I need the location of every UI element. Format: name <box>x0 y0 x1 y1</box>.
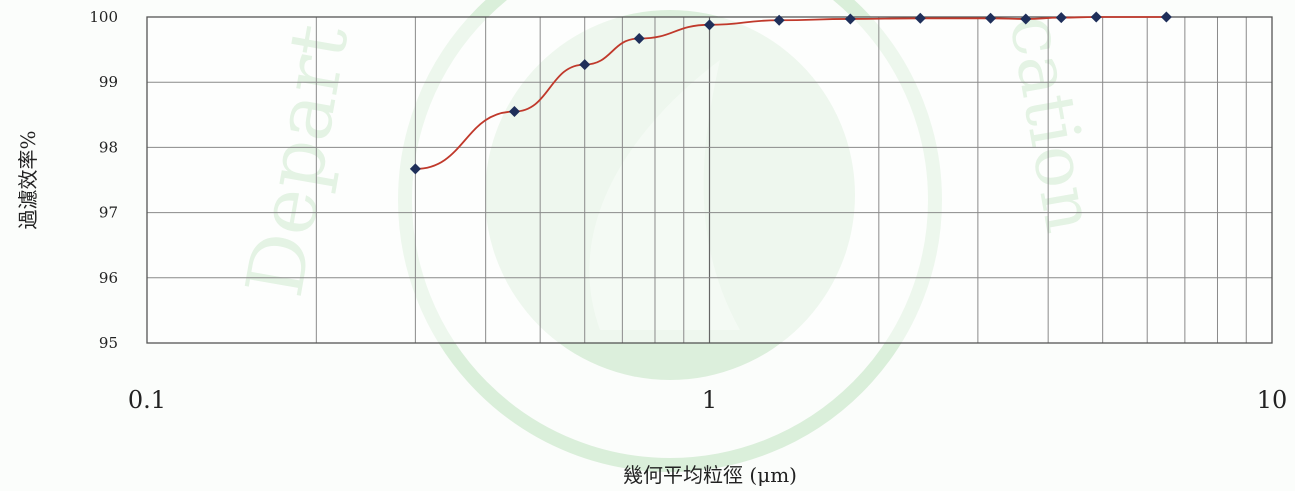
data-point <box>1090 11 1102 23</box>
y-tick-label: 96 <box>99 269 118 287</box>
y-tick-label: 99 <box>99 73 118 91</box>
y-tick-label: 100 <box>89 8 118 26</box>
x-tick-label: 1 <box>702 386 717 414</box>
y-axis-label: 過濾效率% <box>16 130 40 229</box>
data-point <box>1160 11 1172 23</box>
data-point <box>1020 13 1032 25</box>
data-point <box>914 12 926 24</box>
series-group <box>409 11 1172 175</box>
data-point <box>633 33 645 45</box>
data-point <box>579 59 591 71</box>
data-point <box>985 12 997 24</box>
data-point <box>508 106 520 118</box>
data-point <box>773 14 785 26</box>
data-point <box>409 163 421 175</box>
data-point <box>844 13 856 25</box>
data-point <box>704 19 715 31</box>
y-tick-label: 97 <box>99 204 118 222</box>
x-tick-label: 10 <box>1257 386 1288 414</box>
y-axis-ticks: 95 96 97 98 99 100 <box>89 8 118 352</box>
x-tick-label: 0.1 <box>128 386 166 414</box>
x-axis-label: 幾何平均粒徑 (μm) <box>623 463 797 487</box>
data-point <box>1055 12 1067 24</box>
y-tick-label: 95 <box>99 334 118 352</box>
plot-frame <box>146 16 1273 344</box>
x-axis-ticks: 0.1 1 10 <box>128 386 1287 414</box>
y-tick-label: 98 <box>99 138 118 156</box>
